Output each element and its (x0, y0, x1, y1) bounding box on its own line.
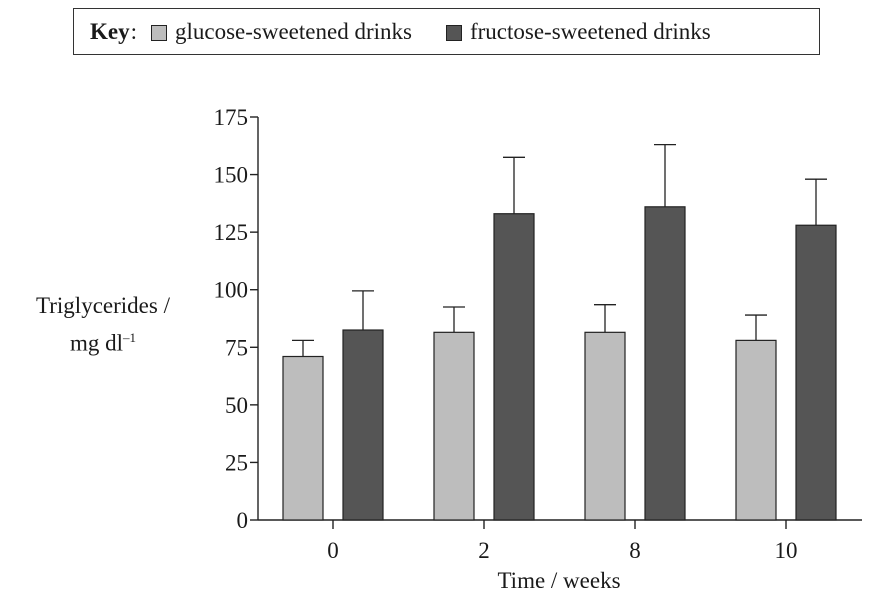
x-axis-label: Time / weeks (497, 568, 620, 593)
y-tick-label-75: 75 (225, 335, 248, 360)
y-tick-label-100: 100 (214, 278, 249, 303)
bars (282, 143, 837, 521)
y-tick-label-150: 150 (214, 163, 249, 188)
legend-key-colon: : (130, 18, 137, 44)
bar-fructose-week-8 (644, 206, 686, 521)
y-axis-label-line2: mg dl–1 (18, 322, 188, 360)
y-tick-label-50: 50 (225, 393, 248, 418)
bar-fructose-week-0 (342, 329, 384, 521)
bar-glucose-week-2 (433, 331, 475, 521)
x-tick-label-10: 10 (775, 538, 798, 563)
legend-swatch-glucose (151, 24, 167, 41)
legend-key-title: Key (90, 18, 130, 44)
y-axis-label-unit: mg dl (69, 330, 124, 356)
legend-swatch-fructose (445, 24, 462, 41)
y-tick-label-25: 25 (225, 450, 248, 475)
legend: Key: glucose-sweetened drinks fructose-s… (73, 8, 820, 55)
bar-fructose-week-10 (795, 224, 837, 521)
x-tick-label-0: 0 (327, 538, 339, 563)
x-tick-label-8: 8 (629, 538, 641, 563)
bar-glucose-week-0 (282, 355, 324, 521)
y-tick-label-175: 175 (214, 105, 249, 130)
y-axis-label-line1: Triglycerides / (36, 293, 170, 318)
bar-glucose-week-8 (584, 331, 626, 521)
legend-label-fructose: fructose-sweetened drinks (469, 18, 711, 44)
y-tick-label-125: 125 (214, 220, 249, 245)
bar-glucose-week-10 (735, 339, 777, 521)
y-tick-label-0: 0 (237, 508, 249, 533)
x-tick-label-2: 2 (478, 538, 490, 563)
legend-item-glucose: glucose-sweetened drinks (151, 19, 412, 45)
bar-fructose-week-2 (493, 213, 535, 521)
legend-label-glucose: glucose-sweetened drinks (175, 18, 412, 44)
y-axis-label-exponent: –1 (123, 330, 137, 345)
legend-item-fructose: fructose-sweetened drinks (445, 18, 711, 45)
